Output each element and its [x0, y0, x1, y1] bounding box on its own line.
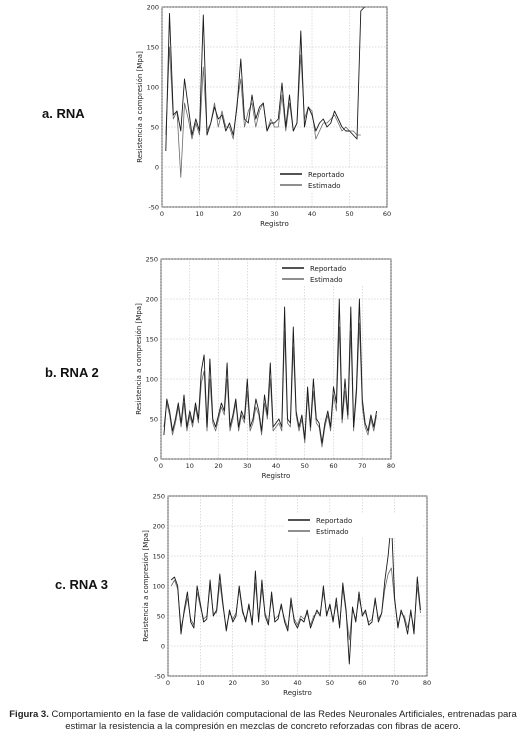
x-tick-label: 30: [243, 462, 251, 470]
x-tick-label: 0: [159, 462, 163, 470]
y-tick-label: 100: [146, 376, 158, 384]
chart-rna-3: 0 10 20 30 40 50 60 70 80-50050100150200250Regis…: [142, 493, 431, 698]
x-tick-label: 10: [196, 679, 204, 687]
x-tick-label: 20: [229, 679, 237, 687]
y-tick-label: 50: [150, 416, 158, 424]
y-tick-label: 0: [161, 643, 165, 651]
x-tick-label: 0: [160, 210, 164, 218]
y-tick-label: 100: [147, 84, 159, 92]
x-axis-label: Registro: [260, 220, 289, 228]
y-tick-label: 150: [153, 553, 165, 561]
y-tick-label: 250: [146, 256, 158, 264]
panel-label-b: b. RNA 2: [45, 365, 99, 380]
y-tick-label: 200: [146, 296, 158, 304]
x-tick-label: 10: [195, 210, 203, 218]
y-tick-label: 200: [153, 523, 165, 531]
y-tick-label: -50: [154, 673, 165, 681]
x-tick-label: 50: [345, 210, 353, 218]
x-tick-label: 10: [186, 462, 194, 470]
legend-entry: Estimado: [316, 528, 349, 536]
figure-caption: Figura 3. Comportamiento en la fase de v…: [6, 709, 520, 733]
x-tick-label: 0: [166, 679, 170, 687]
x-tick-label: 50: [301, 462, 309, 470]
x-tick-label: 30: [270, 210, 278, 218]
legend-entry: Estimado: [308, 182, 341, 190]
x-axis-label: Registro: [262, 472, 291, 480]
y-axis-label: Resistencia a compresión [Mpa]: [135, 303, 143, 415]
y-tick-label: 0: [154, 456, 158, 464]
panel-label-a: a. RNA: [42, 106, 85, 121]
y-tick-label: 100: [153, 583, 165, 591]
x-axis-label: Registro: [283, 689, 312, 697]
x-tick-label: 20: [233, 210, 241, 218]
legend-box: [278, 262, 387, 286]
x-tick-label: 80: [423, 679, 431, 687]
x-tick-label: 40: [293, 679, 301, 687]
x-tick-label: 80: [387, 462, 395, 470]
caption-text: Comportamiento en la fase de validación …: [51, 709, 517, 732]
y-tick-label: 50: [157, 613, 165, 621]
legend-box: [276, 168, 383, 192]
y-tick-label: 50: [151, 124, 159, 132]
y-tick-label: 150: [146, 336, 158, 344]
y-axis-label: Resistencia a compresión [Mpa]: [136, 51, 144, 163]
legend-box: [284, 514, 423, 538]
x-tick-label: 30: [261, 679, 269, 687]
y-tick-label: 250: [153, 493, 165, 501]
x-tick-label: 50: [326, 679, 334, 687]
y-tick-label: 200: [147, 4, 159, 12]
chart-rna: 0 10 20 30 40 50 60-50050100150200RegistroResi…: [136, 4, 391, 229]
series-line-reportado: [170, 519, 421, 665]
x-tick-label: 40: [308, 210, 316, 218]
y-tick-label: 150: [147, 44, 159, 52]
y-tick-label: 0: [155, 164, 159, 172]
x-tick-label: 70: [390, 679, 398, 687]
x-tick-label: 60: [383, 210, 391, 218]
legend-entry: Reportado: [310, 265, 346, 273]
legend-entry: Reportado: [308, 171, 344, 179]
x-tick-label: 20: [214, 462, 222, 470]
x-tick-label: 70: [358, 462, 366, 470]
chart-rna-2: 0 10 20 30 40 50 60 70 80 0 50 100 150 200 250 Registro…: [135, 256, 395, 481]
caption-prefix: Figura 3.: [9, 709, 49, 720]
x-tick-label: 40: [272, 462, 280, 470]
series-line-reportado: [163, 298, 378, 444]
x-tick-label: 60: [329, 462, 337, 470]
y-axis-label: Resistencia a compresión [Mpa]: [142, 530, 150, 642]
legend-entry: Reportado: [316, 517, 352, 525]
y-tick-label: -50: [148, 204, 159, 212]
legend-entry: Estimado: [310, 276, 343, 284]
x-tick-label: 60: [358, 679, 366, 687]
series-line-reportado: [165, 6, 365, 152]
panel-label-c: c. RNA 3: [55, 577, 108, 592]
